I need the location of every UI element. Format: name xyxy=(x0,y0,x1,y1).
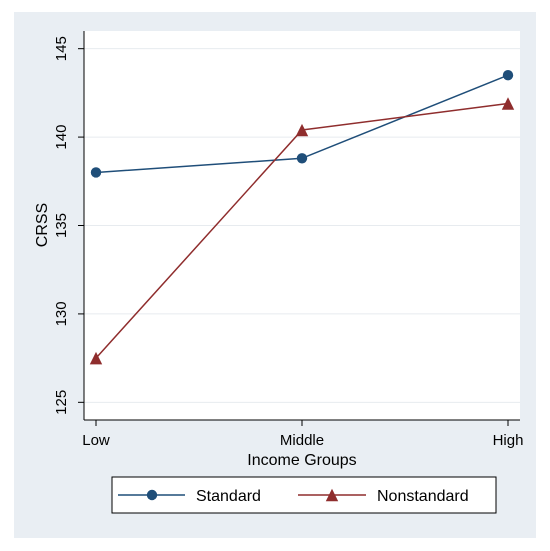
series-point-1-2 xyxy=(501,97,515,110)
x-axis-label: Income Groups xyxy=(247,452,356,469)
y-tick-label: 135 xyxy=(53,213,70,238)
series-layer xyxy=(89,70,515,365)
series-point-0-0 xyxy=(90,167,102,178)
legend-label-1: Nonstandard xyxy=(377,488,469,505)
series-point-1-1 xyxy=(295,123,309,137)
legend: Standard Nonstandard xyxy=(111,476,497,514)
x-tick-label: Low xyxy=(82,432,110,449)
legend-marker-1 xyxy=(325,488,339,502)
y-tick-label: 130 xyxy=(53,301,70,326)
x-tick-label: Middle xyxy=(280,432,324,449)
y-tick-label: 140 xyxy=(53,125,70,150)
y-tick-label: 125 xyxy=(53,390,70,415)
legend-marker-0 xyxy=(146,489,158,501)
legend-label-0: Standard xyxy=(196,488,261,505)
grid-layer xyxy=(84,48,520,403)
y-tick-label: 145 xyxy=(53,36,70,61)
y-axis-label: CRSS xyxy=(34,203,51,247)
series-point-0-1 xyxy=(296,153,308,164)
series-point-0-2 xyxy=(502,70,514,81)
series-point-1-0 xyxy=(89,351,103,365)
axes-layer: 125 130 135 140 145 Low Middle High xyxy=(53,31,523,449)
x-tick-label: High xyxy=(493,432,524,449)
